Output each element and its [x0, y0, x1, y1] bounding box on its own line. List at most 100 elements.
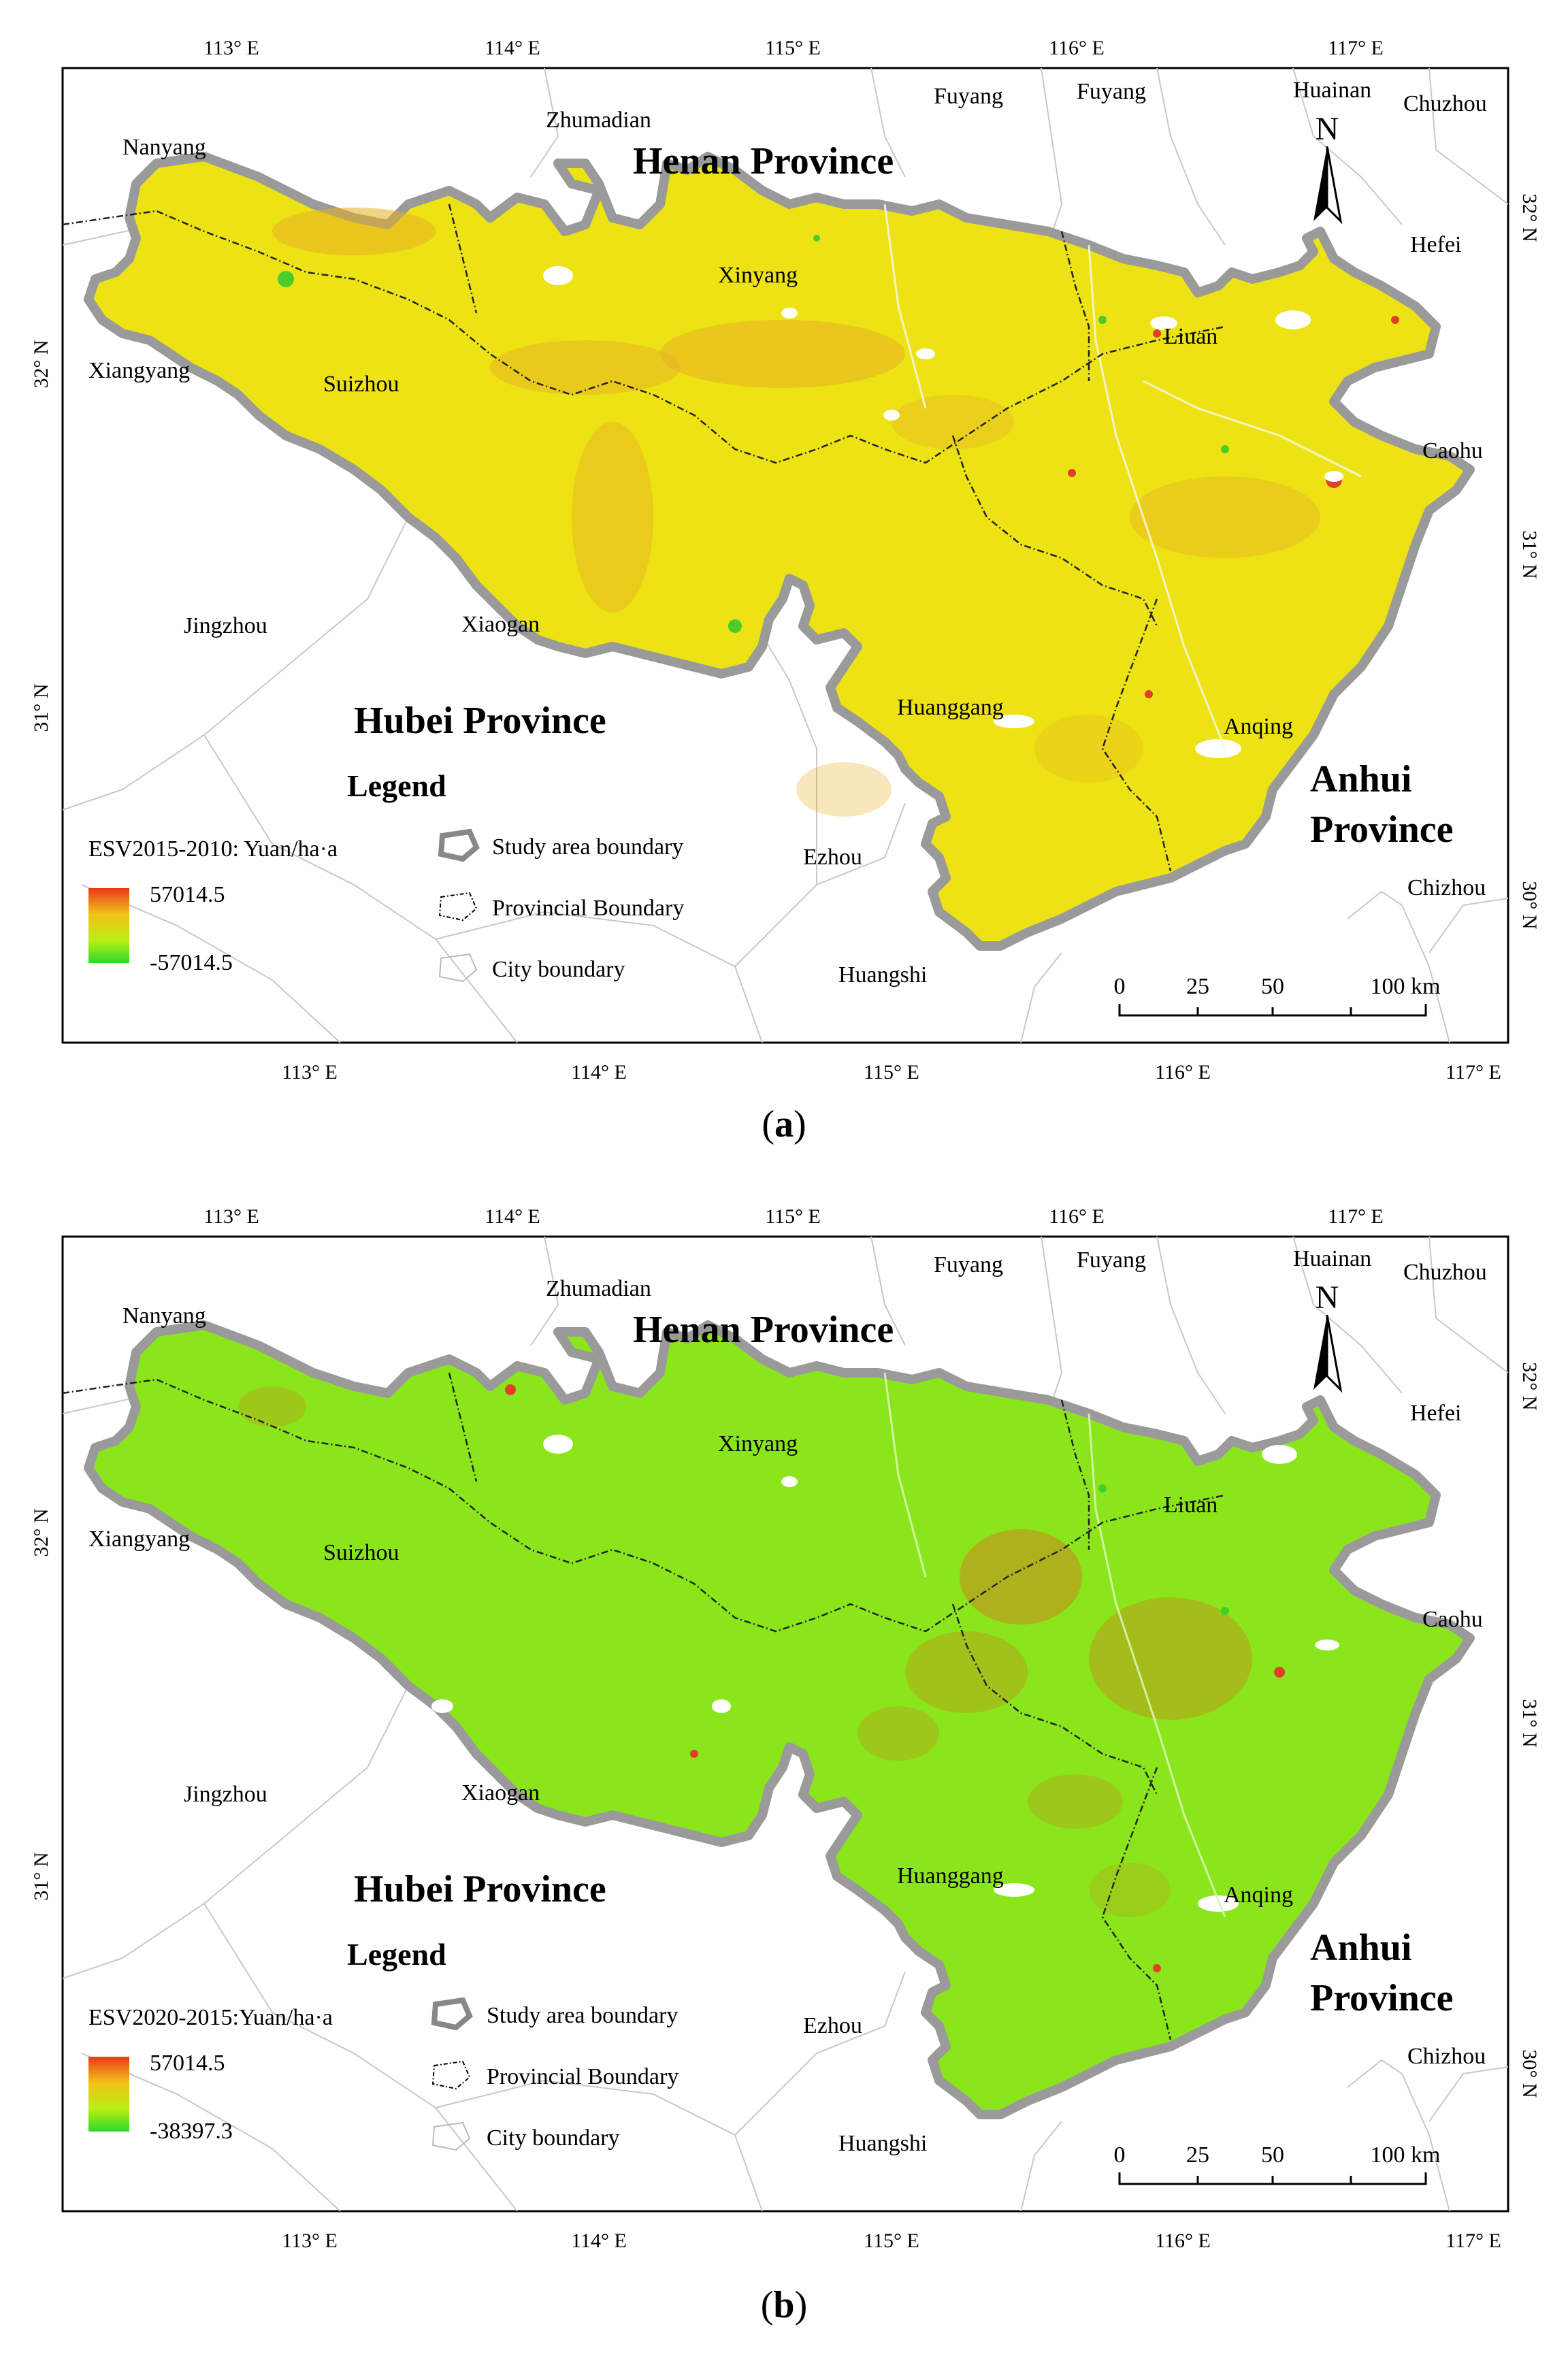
label-huanggang: Huanggang [897, 695, 1004, 720]
caption-b: (b) [760, 2284, 808, 2326]
legend-max: 57014.5 [150, 2051, 225, 2076]
label-anhui-line1: Anhui [1310, 1927, 1411, 1969]
label-anqing: Anqing [1224, 714, 1293, 739]
svg-text:115° E: 115° E [765, 37, 821, 59]
svg-text:31° N: 31° N [1518, 1699, 1541, 1747]
legend-max: 57014.5 [150, 882, 225, 907]
label-zhumadian: Zhumadian [546, 108, 651, 133]
study-area [84, 1320, 1475, 2119]
svg-text:113° E: 113° E [282, 2230, 338, 2252]
legend-title: Legend [347, 1937, 446, 1972]
label-anqing: Anqing [1224, 1882, 1293, 1908]
legend-provincial: Provincial Boundary [487, 2064, 679, 2089]
svg-text:31° N: 31° N [30, 683, 52, 732]
svg-text:N: N [1316, 111, 1339, 147]
label-liuan: Liuan [1164, 324, 1218, 349]
svg-text:117° E: 117° E [1446, 1061, 1501, 1083]
label-chuzhou: Chuzhou [1403, 1260, 1487, 1285]
svg-text:32° N: 32° N [1518, 1362, 1541, 1410]
svg-text:25: 25 [1186, 2142, 1209, 2168]
label-huainan: Huainan [1293, 78, 1371, 103]
svg-text:115° E: 115° E [765, 1205, 821, 1228]
label-huangshi: Huangshi [838, 962, 927, 988]
label-xiangyang: Xiangyang [88, 358, 190, 383]
svg-text:100 km: 100 km [1371, 2142, 1441, 2168]
svg-text:113° E: 113° E [282, 1061, 338, 1083]
label-xiangyang: Xiangyang [88, 1527, 190, 1552]
north-arrow: N [1313, 1279, 1343, 1393]
label-chizhou: Chizhou [1407, 2044, 1486, 2069]
label-chizhou: Chizhou [1407, 875, 1486, 900]
label-huanggang: Huanggang [897, 1863, 1004, 1889]
svg-text:31° N: 31° N [1518, 530, 1541, 578]
legend-city: City boundary [487, 2125, 619, 2151]
svg-text:114° E: 114° E [485, 37, 540, 59]
svg-text:113° E: 113° E [203, 37, 259, 59]
svg-text:50: 50 [1261, 974, 1284, 999]
label-xinyang: Xinyang [718, 1431, 798, 1456]
label-ezhou: Ezhou [803, 845, 862, 870]
provincial-boundaries [62, 1372, 1226, 2040]
legend-color-ramp [88, 2057, 129, 2132]
label-henan-province: Henan Province [633, 140, 894, 182]
legend-field: ESV2015-2010: Yuan/ha·a [88, 836, 338, 862]
provincial-boundaries [62, 203, 1226, 872]
svg-text:116° E: 116° E [1155, 1061, 1211, 1083]
label-xiaogan: Xiaogan [461, 1780, 540, 1806]
label-suizhou: Suizhou [323, 372, 399, 397]
label-ezhou: Ezhou [803, 2013, 862, 2038]
label-huangshi: Huangshi [838, 2131, 927, 2156]
svg-text:116° E: 116° E [1049, 37, 1105, 59]
label-anhui-line2: Province [1310, 809, 1453, 851]
svg-text:116° E: 116° E [1049, 1205, 1105, 1228]
label-caohu: Caohu [1422, 1607, 1483, 1632]
legend-min: -38397.3 [150, 2119, 233, 2144]
legend-city: City boundary [492, 957, 625, 982]
legend-title: Legend [347, 768, 446, 803]
label-anhui-line1: Anhui [1310, 758, 1411, 800]
label-nanyang: Nanyang [122, 1303, 206, 1328]
label-xiaogan: Xiaogan [461, 612, 540, 637]
legend: Legend ESV2020-2015:Yuan/ha·a 57014.5 -3… [88, 1937, 679, 2151]
label-hubei-province: Hubei Province [354, 1868, 606, 1910]
legend-study-area: Study area boundary [492, 834, 683, 860]
svg-text:100 km: 100 km [1371, 974, 1441, 999]
svg-text:0: 0 [1114, 2142, 1126, 2168]
svg-text:N: N [1316, 1279, 1339, 1316]
label-suizhou: Suizhou [323, 1540, 399, 1565]
svg-text:117° E: 117° E [1446, 2230, 1501, 2252]
svg-text:116° E: 116° E [1155, 2230, 1211, 2252]
axis-labels: 113° E 114° E 115° E 116° E 117° E 113° … [30, 1205, 1541, 2252]
legend-provincial-symbol [431, 2060, 471, 2090]
legend-study-area-symbol [431, 1997, 473, 2031]
label-jingzhou: Jingzhou [184, 613, 267, 638]
svg-text:30° N: 30° N [1518, 2049, 1541, 2098]
legend-study-area: Study area boundary [487, 2003, 678, 2028]
svg-text:114° E: 114° E [571, 2230, 627, 2252]
svg-text:32° N: 32° N [1518, 193, 1541, 242]
legend-provincial: Provincial Boundary [492, 896, 684, 921]
label-hefei: Hefei [1410, 1401, 1462, 1426]
label-liuan: Liuan [1164, 1493, 1218, 1518]
label-henan-province: Henan Province [633, 1309, 894, 1351]
label-fuyang-2: Fuyang [1077, 1247, 1146, 1273]
map-panel-a: Zhumadian Fuyang Fuyang Huainan Chuzhou … [0, 0, 1568, 1182]
legend-color-ramp [88, 888, 129, 963]
legend: Legend ESV2015-2010: Yuan/ha·a 57014.5 -… [88, 768, 684, 983]
legend-city-symbol [438, 953, 478, 983]
svg-text:30° N: 30° N [1518, 881, 1541, 929]
label-hubei-province: Hubei Province [354, 700, 606, 742]
label-fuyang-2: Fuyang [1077, 79, 1146, 104]
legend-city-symbol [431, 2121, 471, 2151]
svg-text:114° E: 114° E [485, 1205, 540, 1228]
label-huainan: Huainan [1293, 1246, 1371, 1271]
label-anhui-line2: Province [1310, 1977, 1453, 2019]
svg-text:31° N: 31° N [30, 1852, 52, 1900]
svg-text:25: 25 [1186, 974, 1209, 999]
label-xinyang: Xinyang [718, 263, 798, 288]
legend-min: -57014.5 [150, 950, 233, 975]
label-fuyang-1: Fuyang [934, 1252, 1003, 1277]
svg-text:50: 50 [1261, 2142, 1284, 2168]
label-nanyang: Nanyang [122, 135, 206, 160]
map-figure-a: Zhumadian Fuyang Fuyang Huainan Chuzhou … [30, 37, 1541, 1083]
